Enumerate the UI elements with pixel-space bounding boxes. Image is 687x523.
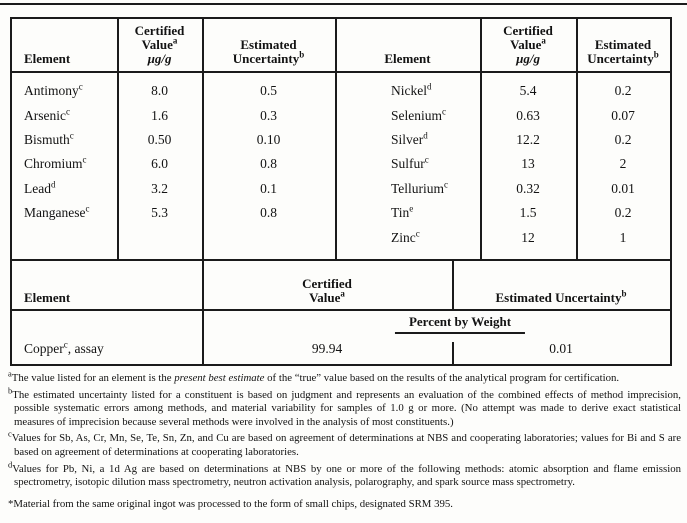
cell-value: 0.63 [516,107,540,123]
cell-element: Telluriumc [391,179,449,196]
cell-element: Tine [391,203,414,221]
element-table-body: Antimonyc 8.0 0.5 Nickeld 5.4 0.2 Arseni… [12,73,670,250]
cell-uncertainty: 0.8 [260,156,277,172]
table-row: Leadd 3.2 0.1 Telluriumc 0.32 0.01 [12,177,670,201]
header-label: Valuea [309,288,345,305]
cell-element: Nickeld [391,81,432,99]
cell-uncertainty: 0.2 [614,83,632,99]
header-label: Estimated Uncertaintyb [495,288,627,305]
header-element-right: Element [335,19,480,71]
cell-element: Zincc [391,228,420,245]
header-label: Uncertaintyb [587,49,659,66]
header-label: Certified [134,23,185,38]
header-label: Element [24,51,71,66]
table-row: Zincc 12 1 [12,225,670,249]
table-row: Arsenicc 1.6 0.3 Seleniumc 0.63 0.07 [12,103,670,127]
cell-value: 0.50 [147,131,172,147]
header-element: Element [12,261,202,309]
cell-value: 0.32 [516,180,540,196]
cell-uncertainty: 0.8 [260,205,277,221]
element-table: Element Certified Valuea µg/g Estimated … [10,17,672,259]
header-label: Estimated [594,37,652,52]
cell-value: 6.0 [151,156,168,172]
cell-uncertainty: 0.01 [611,180,635,196]
table-row: Copperc, assay 99.94 0.01 [12,339,670,357]
cell-uncertainty: 1 [619,229,627,245]
cell-value: 12 [521,229,535,245]
table-divider [335,19,337,259]
table-divider [452,342,454,364]
footnote-asterisk: *Material from the same original ingot w… [8,497,453,510]
header-units: µg/g [515,51,541,66]
table-divider [480,19,482,259]
cell-value: 1.5 [519,205,537,221]
header-label: Certified [503,23,553,38]
assay-table-body: Percent by Weight Copperc, assay 99.94 0… [12,311,670,362]
cell-uncertainty: 0.10 [256,131,281,147]
cell-element: Sulfurc [391,154,429,172]
cell-uncertainty: 2 [619,156,627,172]
cell-uncertainty: 0.1 [260,180,277,196]
cell-uncertainty: 0.07 [611,107,635,123]
header-label: Valuea [510,35,546,52]
element-table-header: Element Certified Valuea µg/g Estimated … [12,19,670,73]
table-divider [202,261,204,364]
table-divider [117,19,119,259]
cell-value: 3.2 [151,180,168,196]
cell-uncertainty: 0.01 [549,341,573,356]
table-divider [452,261,454,311]
cell-uncertainty: 0.5 [260,83,277,99]
percent-by-weight-label: Percent by Weight [394,314,526,334]
header-certified-left: Certified Valuea µg/g [117,19,202,71]
header-uncertainty-left: Estimated Uncertaintyb [202,19,335,71]
cell-value: 8.0 [151,83,168,99]
cell-element: Arsenicc [24,106,70,123]
cell-element: Antimonyc [24,81,83,99]
table-row: Chromiumc 6.0 0.8 Sulfurc 13 2 [12,152,670,176]
cell-value: 12.2 [516,131,540,147]
header-label: Valuea [141,35,178,52]
cell-uncertainty: 0.2 [614,131,632,147]
header-estimated-uncertainty: Estimated Uncertaintyb [452,261,670,309]
cell-uncertainty: 0.2 [614,205,632,221]
table-row: Antimonyc 8.0 0.5 Nickeld 5.4 0.2 [12,79,670,103]
table-row: Manganesec 5.3 0.8 Tine 1.5 0.2 [12,201,670,225]
table-divider [202,19,204,259]
cell-element: Chromiumc [24,154,87,172]
table-row: Bismuthc 0.50 0.10 Silverd 12.2 0.2 [12,128,670,152]
footnote-a: aThe value listed for an element is the … [8,368,620,384]
cell-value: 13 [521,156,535,172]
header-element-left: Element [12,19,117,71]
top-rule [0,3,687,5]
cell-value: 5.3 [151,205,168,221]
cell-element: Manganesec [24,203,90,221]
cell-value: 99.94 [311,341,343,356]
assay-table-header: Element Certified Valuea Estimated Uncer… [12,261,670,311]
cell-element: Bismuthc [24,130,74,147]
header-label: Certified [302,276,352,291]
footnote-b: bThe estimated uncertainty listed for a … [8,385,681,428]
table-divider [576,19,578,259]
footnote-d: dValues for Pb, Ni, a 1d Ag are based on… [8,458,681,489]
header-label: Estimated [240,37,297,52]
header-certified-value: Certified Valuea [202,261,452,309]
header-label: Element [24,290,71,305]
cell-element: Seleniumc [391,106,446,123]
header-units: µg/g [147,51,172,66]
cell-uncertainty: 0.3 [260,107,277,123]
header-uncertainty-right: Estimated Uncertaintyb [576,19,670,71]
footnotes: aThe value listed for an element is the … [8,368,681,514]
header-certified-right: Certified Valuea µg/g [480,19,576,71]
cell-value: 1.6 [151,107,168,123]
footnote-c: cValues for Sb, As, Cr, Mn, Se, Te, Sn, … [8,428,681,458]
cell-element: Copperc, assay [24,339,104,356]
cell-element: Leadd [24,179,56,196]
cell-value: 5.4 [519,83,537,99]
header-label: Uncertaintyb [232,49,305,66]
cell-element: Silverd [391,130,428,147]
header-label: Element [384,51,431,66]
assay-table: Element Certified Valuea Estimated Uncer… [10,259,672,366]
